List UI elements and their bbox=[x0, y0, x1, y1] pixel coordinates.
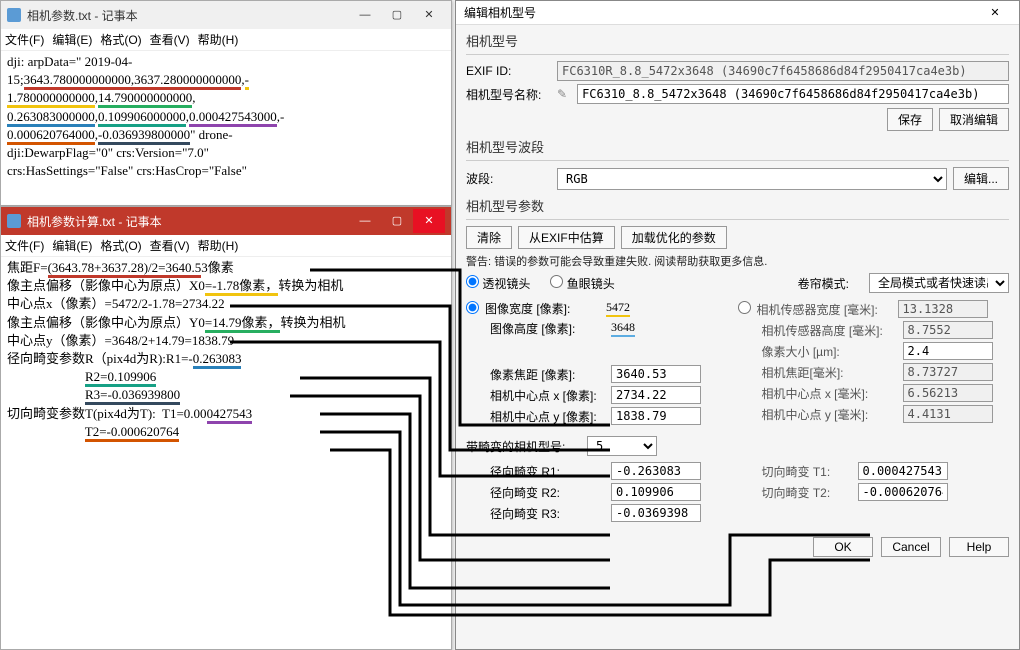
band-label: 波段: bbox=[466, 170, 551, 187]
name-label: 相机型号名称: bbox=[466, 86, 551, 103]
cx-mm bbox=[903, 384, 993, 402]
menu-help[interactable]: 帮助(H) bbox=[198, 31, 239, 48]
content-1[interactable]: dji: arpData=" 2019-04-15;3643.780000000… bbox=[1, 51, 451, 182]
titlebar-1[interactable]: 相机参数.txt - 记事本 — ▢ ✕ bbox=[1, 1, 451, 29]
sensor-w bbox=[898, 300, 988, 318]
r1-input[interactable] bbox=[611, 462, 701, 480]
minimize-button[interactable]: — bbox=[349, 209, 381, 233]
cancel-button[interactable]: Cancel bbox=[881, 537, 941, 557]
maximize-button[interactable]: ▢ bbox=[381, 3, 413, 27]
text-line: 中心点y（像素）=3648/2+14.79=1838.79 bbox=[7, 332, 445, 350]
cy-mm bbox=[903, 405, 993, 423]
notepad-icon bbox=[7, 214, 21, 228]
text-line: 径向畸变参数R（pix4d为R):R1=-0.263083 bbox=[7, 350, 445, 368]
text-line: R2=0.109906 bbox=[7, 368, 445, 386]
r3-input[interactable] bbox=[611, 504, 701, 522]
warning-text: 警告: 错误的参数可能会导致重建失败. 阅读帮助获取更多信息. bbox=[466, 253, 1009, 269]
focal-mm bbox=[903, 363, 993, 381]
shutter-select[interactable]: 全局模式或者快速读出 bbox=[869, 273, 1009, 293]
close-button[interactable]: ✕ bbox=[413, 3, 445, 27]
dialog-titlebar[interactable]: 编辑相机型号 ✕ bbox=[456, 1, 1019, 25]
text-line: 像主点偏移（影像中心为原点）Y0=14.79像素，转换为相机 bbox=[7, 314, 445, 332]
focal-px-input[interactable] bbox=[611, 365, 701, 383]
sensor-radio[interactable] bbox=[738, 301, 751, 317]
r2-input[interactable] bbox=[611, 483, 701, 501]
section-band: 相机型号波段 bbox=[466, 137, 1019, 156]
text-line: R3=-0.036939800 bbox=[7, 386, 445, 404]
menubar-1: 文件(F) 编辑(E) 格式(O) 查看(V) 帮助(H) bbox=[1, 29, 451, 51]
band-select[interactable]: RGB bbox=[557, 168, 947, 190]
dist-label: 带畸变的相机型号: bbox=[466, 438, 581, 455]
text-line: 0.263083000000,0.109906000000,0.00042754… bbox=[7, 108, 445, 126]
from-exif-button[interactable]: 从EXIF中估算 bbox=[518, 226, 615, 249]
minimize-button[interactable]: — bbox=[349, 3, 381, 27]
pencil-icon: ✎ bbox=[557, 87, 567, 101]
section-params: 相机型号参数 bbox=[466, 196, 1019, 215]
text-line: crs:HasSettings="False" crs:HasCrop="Fal… bbox=[7, 162, 445, 180]
notepad-icon bbox=[7, 8, 21, 22]
img-height: 3648 bbox=[611, 320, 635, 337]
text-line: T2=-0.000620764 bbox=[7, 423, 445, 441]
menu-format[interactable]: 格式(O) bbox=[100, 31, 141, 48]
shutter-label: 卷帘模式: bbox=[798, 275, 849, 292]
cancel-edit-button[interactable]: 取消编辑 bbox=[939, 108, 1009, 131]
menu-edit[interactable]: 编辑(E) bbox=[52, 237, 92, 254]
save-button[interactable]: 保存 bbox=[887, 108, 933, 131]
menu-file[interactable]: 文件(F) bbox=[5, 237, 44, 254]
dist-select[interactable]: 5 bbox=[587, 436, 657, 456]
menu-view[interactable]: 查看(V) bbox=[150, 31, 190, 48]
load-opt-button[interactable]: 加载优化的参数 bbox=[621, 226, 727, 249]
text-line: 1.780000000000,14.790000000000, bbox=[7, 89, 445, 107]
exif-id-input bbox=[557, 61, 1009, 81]
menu-file[interactable]: 文件(F) bbox=[5, 31, 44, 48]
section-model: 相机型号 bbox=[466, 31, 1019, 50]
text-line: 像主点偏移（影像中心为原点）X0=-1.78像素，转换为相机 bbox=[7, 277, 445, 295]
pixel-size[interactable] bbox=[903, 342, 993, 360]
camera-dialog: 编辑相机型号 ✕ 相机型号 EXIF ID: 相机型号名称: ✎ 保存 取消编辑… bbox=[455, 0, 1020, 650]
window1-title: 相机参数.txt - 记事本 bbox=[27, 7, 138, 24]
close-button[interactable]: ✕ bbox=[979, 1, 1011, 25]
dialog-title: 编辑相机型号 bbox=[464, 4, 536, 21]
help-button[interactable]: Help bbox=[949, 537, 1009, 557]
cy-px-input[interactable] bbox=[611, 407, 701, 425]
img-width: 5472 bbox=[606, 300, 630, 317]
window2-title: 相机参数计算.txt - 记事本 bbox=[27, 213, 162, 230]
text-line: 切向畸变参数T(pix4d为T): T1=0.000427543 bbox=[7, 405, 445, 423]
text-line: dji:DewarpFlag="0" crs:Version="7.0" bbox=[7, 144, 445, 162]
content-2[interactable]: 焦距F=(3643.78+3637.28)/2=3640.53像素像主点偏移（影… bbox=[1, 257, 451, 443]
text-line: 15;3643.780000000000,3637.280000000000,- bbox=[7, 71, 445, 89]
menu-format[interactable]: 格式(O) bbox=[100, 237, 141, 254]
menubar-2: 文件(F) 编辑(E) 格式(O) 查看(V) 帮助(H) bbox=[1, 235, 451, 257]
menu-edit[interactable]: 编辑(E) bbox=[52, 31, 92, 48]
fisheye-radio[interactable]: 鱼眼镜头 bbox=[550, 275, 614, 292]
edit-band-button[interactable]: 编辑... bbox=[953, 167, 1009, 190]
text-line: 中心点x（像素）=5472/2-1.78=2734.22 bbox=[7, 295, 445, 313]
notepad-window-1: 相机参数.txt - 记事本 — ▢ ✕ 文件(F) 编辑(E) 格式(O) 查… bbox=[0, 0, 452, 206]
perspective-radio[interactable]: 透视镜头 bbox=[466, 275, 530, 292]
text-line: dji: arpData=" 2019-04- bbox=[7, 53, 445, 71]
text-line: 焦距F=(3643.78+3637.28)/2=3640.53像素 bbox=[7, 259, 445, 277]
text-line: 0.000620764000,-0.036939800000" drone- bbox=[7, 126, 445, 144]
maximize-button[interactable]: ▢ bbox=[381, 209, 413, 233]
titlebar-2[interactable]: 相机参数计算.txt - 记事本 — ▢ ✕ bbox=[1, 207, 451, 235]
close-button[interactable]: ✕ bbox=[413, 209, 445, 233]
exif-id-label: EXIF ID: bbox=[466, 64, 551, 78]
cx-px-input[interactable] bbox=[611, 386, 701, 404]
t1-input[interactable] bbox=[858, 462, 948, 480]
img-width-radio[interactable] bbox=[466, 301, 479, 317]
ok-button[interactable]: OK bbox=[813, 537, 873, 557]
notepad-window-2: 相机参数计算.txt - 记事本 — ▢ ✕ 文件(F) 编辑(E) 格式(O)… bbox=[0, 206, 452, 650]
menu-view[interactable]: 查看(V) bbox=[150, 237, 190, 254]
clear-button[interactable]: 清除 bbox=[466, 226, 512, 249]
t2-input[interactable] bbox=[858, 483, 948, 501]
name-input[interactable] bbox=[577, 84, 1009, 104]
sensor-h bbox=[903, 321, 993, 339]
menu-help[interactable]: 帮助(H) bbox=[198, 237, 239, 254]
